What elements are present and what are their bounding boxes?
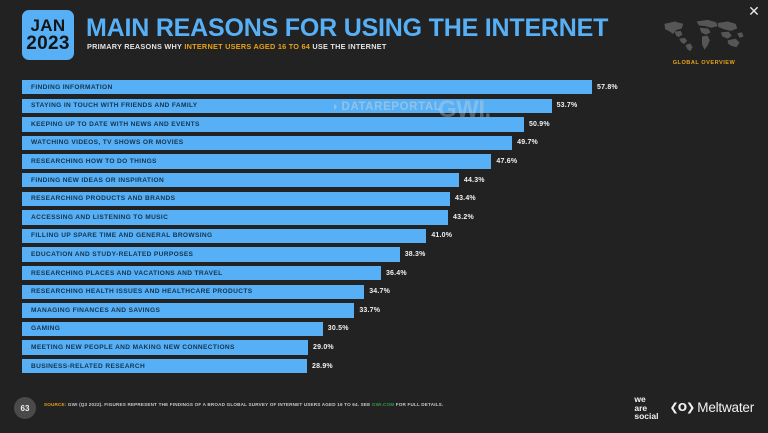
chart-row: MEETING NEW PEOPLE AND MAKING NEW CONNEC… (0, 338, 768, 357)
bar-category-label: EDUCATION AND STUDY-RELATED PURPOSES (31, 251, 194, 259)
page-title: MAIN REASONS FOR USING THE INTERNET (86, 14, 609, 42)
bar (22, 265, 381, 281)
slide-header: JAN 2023 MAIN REASONS FOR USING THE INTE… (0, 0, 768, 78)
bar-value-label: 43.4% (454, 195, 476, 203)
chart-row: RESEARCHING PLACES AND VACATIONS AND TRA… (0, 264, 768, 283)
bar-category-label: MANAGING FINANCES AND SAVINGS (31, 306, 161, 314)
bar-category-label: WATCHING VIDEOS, TV SHOWS OR MOVIES (31, 139, 184, 147)
bar-category-label: GAMING (31, 325, 61, 333)
bar-category-label: MEETING NEW PEOPLE AND MAKING NEW CONNEC… (31, 344, 235, 351)
bar-category-label: BUSINESS-RELATED RESEARCH (31, 362, 146, 370)
world-map-icon (664, 19, 744, 52)
bar (22, 358, 307, 374)
source-text-1: GWI (Q3 2022). FIGURES REPRESENT THE FIN… (66, 402, 372, 407)
chart-row: GAMING 30.5% (0, 320, 768, 339)
bar-value-label: 57.8% (597, 83, 618, 91)
global-overview-badge: GLOBAL OVERVIEW (658, 16, 750, 66)
subtitle-part-1: PRIMARY REASONS WHY (87, 42, 185, 51)
we-are-social-line-3: social (634, 411, 659, 422)
source-link[interactable]: GWI.COM (371, 402, 395, 407)
bar-value-label: 29.0% (312, 344, 334, 351)
bar (22, 247, 400, 262)
chart-row: EDUCATION AND STUDY-RELATED PURPOSES 38.3… (0, 245, 768, 264)
meltwater-mark-icon: ❮O❯ (669, 401, 695, 415)
bar-category-label: FINDING NEW IDEAS OR INSPIRATION (31, 176, 165, 184)
bar-category-label: KEEPING UP TO DATE WITH NEWS AND EVENTS (31, 120, 200, 128)
bar-value-label: 47.6% (496, 158, 518, 166)
bar-value-label: 44.3% (463, 176, 485, 184)
bar-category-label: RESEARCHING HOW TO DO THINGS (31, 158, 157, 166)
chart-row: MANAGING FINANCES AND SAVINGS 33.7% (0, 301, 768, 320)
chart-row: KEEPING UP TO DATE WITH NEWS AND EVENTS 5… (0, 115, 768, 134)
bar-value-label: 30.5% (327, 325, 349, 333)
meltwater-logo-name: Meltwater (697, 400, 754, 416)
bar (22, 228, 427, 244)
bar (22, 303, 355, 318)
page-number-badge: 63 (14, 397, 36, 419)
bar-value-label: 33.7% (359, 306, 381, 314)
chart-row: FINDING INFORMATION 57.8% (0, 78, 768, 97)
bar-category-label: ACCESSING AND LISTENING TO MUSIC (31, 213, 169, 221)
chart-row: STAYING IN TOUCH WITH FRIENDS AND FAMILY… (0, 97, 768, 116)
bar (22, 98, 552, 113)
bar-value-label: 36.4% (385, 269, 407, 277)
slide-footer: 63 SOURCE: GWI (Q3 2022). FIGURES REPRES… (0, 391, 768, 433)
chart-row: RESEARCHING HEALTH ISSUES AND HEALTHCARE… (0, 283, 768, 302)
bar-category-label: FILLING UP SPARE TIME AND GENERAL BROWSI… (31, 232, 213, 240)
bar-value-label: 43.2% (453, 213, 474, 221)
bar-category-label: RESEARCHING PLACES AND VACATIONS AND TRA… (31, 269, 223, 277)
chart-row: FILLING UP SPARE TIME AND GENERAL BROWSI… (0, 227, 768, 246)
chart-row: FINDING NEW IDEAS OR INSPIRATION 44.3% (0, 171, 768, 190)
bar (22, 191, 450, 206)
source-note: SOURCE: GWI (Q3 2022). FIGURES REPRESENT… (44, 402, 443, 407)
chart-row: WATCHING VIDEOS, TV SHOWS OR MOVIES 49.7% (0, 134, 768, 153)
bar-chart: FINDING INFORMATION 57.8% STAYING IN TOUCH… (0, 78, 768, 383)
bar (22, 154, 492, 169)
source-label: SOURCE: (44, 402, 67, 407)
bar-category-label: STAYING IN TOUCH WITH FRIENDS AND FAMILY (31, 102, 198, 110)
page-subtitle: PRIMARY REASONS WHY INTERNET USERS AGED … (87, 42, 387, 51)
close-icon[interactable]: ✕ (748, 4, 760, 20)
bar-category-label: FINDING INFORMATION (31, 83, 113, 91)
partner-logos: we are social ❮O❯ Meltwater (634, 395, 754, 421)
bar (22, 210, 449, 225)
bar-category-label: RESEARCHING PRODUCTS AND BRANDS (31, 195, 176, 203)
bar-value-label: 53.7% (556, 102, 578, 110)
chart-row: RESEARCHING HOW TO DO THINGS 47.6% (0, 152, 768, 171)
we-are-social-line-1: we (634, 394, 646, 404)
date-badge-month: JAN (30, 15, 66, 35)
chart-row: RESEARCHING PRODUCTS AND BRANDS 43.4% (0, 190, 768, 209)
bar-value-label: 50.9% (528, 120, 550, 128)
bar (22, 284, 365, 299)
date-badge: JAN 2023 (22, 10, 74, 60)
chart-row: ACCESSING AND LISTENING TO MUSIC 43.2% (0, 208, 768, 227)
bar (22, 321, 323, 337)
we-are-social-logo: we are social (634, 395, 658, 421)
meltwater-logo: ❮O❯ Meltwater (669, 400, 754, 415)
bar (22, 172, 459, 188)
bar (22, 117, 524, 132)
bar-value-label: 41.0% (431, 232, 453, 240)
bar-value-label: 34.7% (369, 288, 391, 296)
bar-value-label: 38.3% (404, 251, 426, 259)
chart-row: BUSINESS-RELATED RESEARCH 28.9% (0, 357, 768, 376)
bar (22, 135, 513, 151)
bar-value-label: 28.9% (312, 362, 333, 370)
global-overview-label: GLOBAL OVERVIEW (672, 60, 736, 66)
bar-value-label: 49.7% (517, 139, 538, 147)
source-text-2: FOR FULL DETAILS. (394, 402, 444, 407)
bar-category-label: RESEARCHING HEALTH ISSUES AND HEALTHCARE… (31, 288, 253, 296)
subtitle-part-2: USE THE INTERNET (310, 42, 387, 51)
bar (22, 340, 308, 355)
subtitle-highlight: INTERNET USERS AGED 16 TO 64 (184, 42, 311, 51)
we-are-social-line-2: are (634, 402, 648, 413)
date-badge-year: 2023 (26, 32, 70, 54)
bar (22, 80, 592, 95)
